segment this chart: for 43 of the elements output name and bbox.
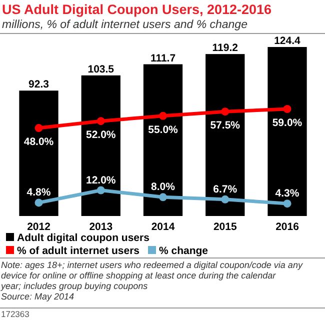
bar (206, 54, 245, 216)
source-note: Source: May 2014 (1, 292, 74, 302)
point (221, 195, 230, 204)
point (34, 124, 43, 132)
x-tick-label: 2015 (213, 221, 237, 233)
point (221, 108, 230, 116)
point (159, 193, 167, 202)
bar (268, 47, 307, 216)
data-label: 4.8% (26, 186, 52, 199)
data-label: 6.7% (213, 183, 238, 196)
x-tick-label: 2016 (276, 221, 300, 233)
data-label: 59.0% (272, 117, 303, 129)
point (34, 198, 43, 207)
data-label: 92.3 (28, 78, 50, 91)
x-tick-label: 2014 (151, 221, 175, 233)
data-label: 119.2 (212, 42, 238, 54)
data-label: 55.0% (148, 124, 179, 136)
data-label: 4.3% (275, 188, 300, 200)
point (159, 112, 167, 120)
point (283, 105, 292, 113)
data-label: 124.4 (274, 35, 301, 47)
data-label: 111.7 (150, 52, 176, 64)
point (96, 186, 105, 194)
data-label: 57.5% (210, 120, 241, 132)
x-tick-label: 2013 (89, 221, 113, 233)
data-label: 12.0% (86, 174, 116, 186)
point (283, 200, 292, 208)
x-tick-label: 2012 (27, 221, 51, 233)
text: Note: ages 18+; internet users who redeemed a digital coupon/code via any device for online or offline shopping at least once during the calendar year; includes group buying coupons (0, 260, 303, 291)
point (96, 117, 105, 126)
bar (81, 75, 120, 216)
chart-subtitle: millions, % of adult internet users and % change (2, 19, 248, 31)
data-label: 52.0% (86, 129, 116, 142)
data-label: 8.0% (151, 181, 176, 194)
bar (19, 90, 58, 216)
bar (143, 64, 183, 216)
legend-label: Adult digital coupon users (17, 232, 150, 244)
data-label: 48.0% (24, 136, 54, 148)
legend-label: % of adult internet users (17, 245, 140, 257)
chart-title: US Adult Digital Coupon Users, 2012-2016 (2, 2, 272, 17)
legend-label: % change (159, 245, 208, 257)
text: 172363 (1, 309, 30, 319)
data-label: 103.5 (88, 63, 114, 76)
